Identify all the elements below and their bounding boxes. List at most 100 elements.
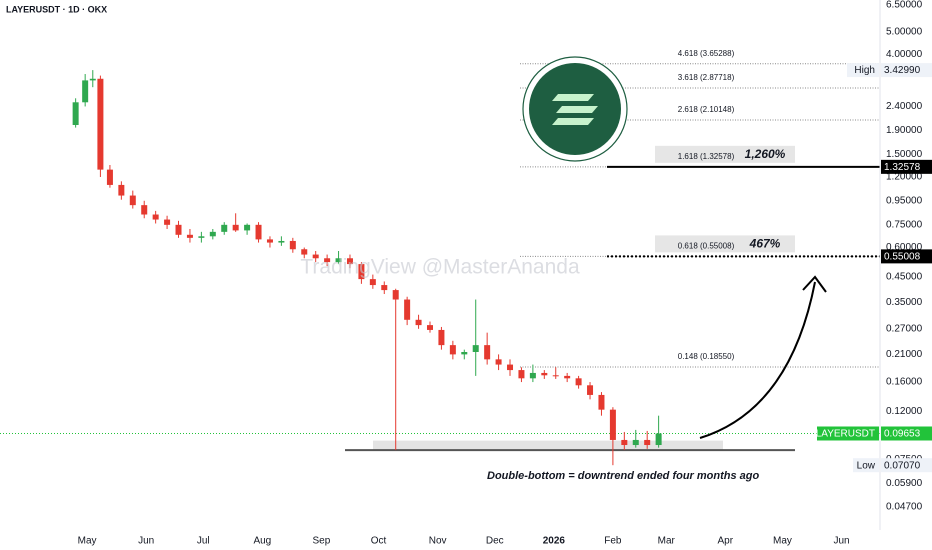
candle-body xyxy=(198,236,205,238)
candle-body xyxy=(438,329,445,346)
y-tick-label: 0.75000 xyxy=(886,219,923,230)
x-tick-label: May xyxy=(773,536,792,547)
candle-body xyxy=(426,325,433,330)
price-marker-value: 0.07070 xyxy=(884,460,921,471)
x-tick-label: Jul xyxy=(197,536,210,547)
x-tick-label: 2026 xyxy=(543,536,566,547)
fib-label: 0.148 (0.18550) xyxy=(678,352,735,361)
arrow xyxy=(699,281,816,439)
candle-body xyxy=(209,231,216,237)
y-tick-label: 5.00000 xyxy=(886,26,923,37)
gain-label: 467% xyxy=(749,237,781,251)
x-tick-label: Jun xyxy=(138,536,154,547)
price-marker-name-box xyxy=(817,426,879,441)
y-tick-label: 0.35000 xyxy=(886,297,923,308)
logo xyxy=(522,56,628,162)
price-marker-box xyxy=(881,159,932,174)
price-marker-value: 3.42990 xyxy=(884,65,921,76)
y-tick-label: 1.50000 xyxy=(886,149,923,160)
annotation: Double-bottom = downtrend ended four mon… xyxy=(487,470,760,482)
candle-body xyxy=(598,394,605,410)
candle-body xyxy=(552,375,559,377)
candle-body xyxy=(335,258,342,263)
y-tick-label: 0.04700 xyxy=(886,501,923,512)
candle-body xyxy=(97,78,104,170)
candle-body xyxy=(164,219,171,225)
price-marker-box xyxy=(881,249,932,264)
candle-body xyxy=(609,409,616,440)
candle-body xyxy=(118,184,125,196)
y-tick-label: 1.20000 xyxy=(886,172,923,183)
price-marker-name: LAYERUSDT xyxy=(816,429,875,440)
x-tick-label: Sep xyxy=(313,536,331,547)
gain-box xyxy=(655,235,795,253)
y-tick-label: 0.21000 xyxy=(886,349,923,360)
candle-body xyxy=(312,254,319,259)
candle-body xyxy=(106,169,113,185)
candle-body xyxy=(484,345,491,360)
candle-body xyxy=(89,78,96,81)
y-tick-label: 1.90000 xyxy=(886,125,923,136)
fib-label: 4.618 (3.65288) xyxy=(678,49,735,58)
watermark: TradingView @MasterAnanda xyxy=(300,256,580,279)
y-tick-label: 0.45000 xyxy=(886,271,923,282)
candle-body xyxy=(404,299,411,320)
price-marker-value: 0.55008 xyxy=(884,252,921,263)
x-tick-label: Dec xyxy=(486,536,504,547)
candle-body xyxy=(244,224,251,231)
price-marker-value: 1.32578 xyxy=(884,162,921,173)
candle-body xyxy=(82,80,89,103)
candle-body xyxy=(266,239,273,243)
fib-label: 1.618 (1.32578) xyxy=(678,152,735,161)
candle-body xyxy=(518,370,525,379)
price-marker-box xyxy=(881,458,932,473)
candle-body xyxy=(358,264,365,280)
candle-body xyxy=(541,372,548,376)
candle-body xyxy=(186,234,193,238)
candle-body xyxy=(289,240,296,250)
x-tick-label: Oct xyxy=(371,536,387,547)
candle-body xyxy=(415,319,422,326)
y-tick-label: 0.12000 xyxy=(886,406,923,417)
arrow-head xyxy=(802,275,827,293)
candle-body xyxy=(129,195,136,206)
y-tick-label: 0.95000 xyxy=(886,195,923,206)
price-marker-name: High xyxy=(854,65,875,76)
candle-body xyxy=(632,439,639,446)
candle-body xyxy=(564,375,571,379)
candle-body xyxy=(587,385,594,395)
y-tick-label: 2.40000 xyxy=(886,101,923,112)
y-tick-label: 4.00000 xyxy=(886,49,923,60)
support-zone xyxy=(373,440,723,451)
y-tick-label: 0.16000 xyxy=(886,377,923,388)
y-tick-label: 0.27000 xyxy=(886,323,923,334)
x-tick-label: Aug xyxy=(253,536,271,547)
y-tick-label: 0.60000 xyxy=(886,242,923,253)
candle-body xyxy=(392,290,399,300)
price-marker-box xyxy=(881,63,932,78)
candle-body xyxy=(175,224,182,235)
price-marker-name-box xyxy=(847,63,879,78)
x-tick-label: Nov xyxy=(429,536,447,547)
y-tick-label: 0.05900 xyxy=(886,478,923,489)
candle-body xyxy=(621,439,628,446)
candle-body xyxy=(381,285,388,291)
candle-body xyxy=(472,345,479,352)
price-marker-name-box xyxy=(853,458,879,473)
candle-body xyxy=(324,258,331,263)
x-tick-label: Jun xyxy=(833,536,849,547)
price-marker-name: Low xyxy=(857,460,876,471)
y-tick-label: 6.50000 xyxy=(886,0,923,11)
candle-body xyxy=(461,351,468,355)
candle-body xyxy=(301,249,308,255)
candle-body xyxy=(221,224,228,232)
candle-body xyxy=(72,102,79,126)
candle-body xyxy=(529,372,536,379)
fib-label: 2.618 (2.10148) xyxy=(678,105,735,114)
fib-label: 0.618 (0.55008) xyxy=(678,241,735,250)
candle-body xyxy=(232,224,239,231)
candle-body xyxy=(495,359,502,365)
